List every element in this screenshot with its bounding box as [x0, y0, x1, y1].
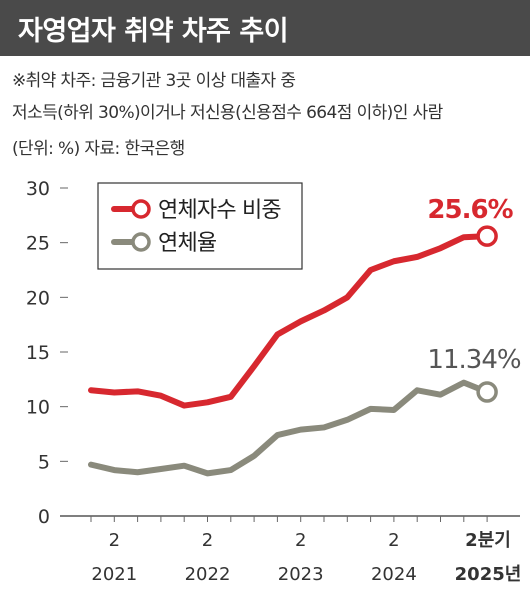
y-tick-label: 30 [26, 178, 50, 200]
series-end-marker-1 [476, 225, 498, 247]
x-tick-label-top: 2 [388, 530, 399, 551]
chart-title: 자영업자 취약 차주 추이 [18, 16, 289, 47]
series-line-2 [88, 379, 491, 477]
title-bar: 자영업자 취약 차주 추이 [0, 0, 530, 56]
y-tick-label: 15 [26, 342, 50, 364]
series-line-1 [88, 233, 491, 409]
x-tick-label-top: 2분기 [465, 530, 511, 551]
y-tick-label: 20 [26, 287, 50, 309]
x-tick-label-year: 2023 [278, 564, 324, 585]
legend-box [97, 182, 303, 270]
x-tick-label-year: 2022 [185, 564, 231, 585]
legend-swatch-marker-1 [131, 199, 151, 219]
note-unit-source: (단위: %) 자료: 한국은행 [12, 139, 185, 159]
end-label-series-1: 25.6% [427, 195, 513, 225]
x-tick-label-top: 2 [109, 530, 120, 551]
legend-label-2: 연체율 [158, 231, 217, 256]
x-tick-label-year: 2024 [371, 564, 417, 585]
x-tick-label-top: 2 [295, 530, 306, 551]
y-tick-label: 25 [26, 233, 50, 255]
x-tick-label-year: 2021 [91, 564, 137, 585]
end-label-series-2: 11.34% [427, 345, 520, 375]
x-tick-label-year: 2025년 [455, 564, 522, 585]
x-tick-label-top: 2 [202, 530, 213, 551]
y-tick-label: 0 [38, 506, 50, 528]
y-tick-label: 5 [38, 451, 50, 473]
legend-label-1: 연체자수 비중 [158, 198, 281, 223]
series-end-marker-2 [476, 381, 498, 403]
note-definition: ※취약 차주: 금융기관 3곳 이상 대출자 중 [12, 71, 296, 91]
legend-swatch-marker-2 [131, 232, 151, 252]
note-criteria: 저소득(하위 30%)이거나 저신용(신용점수 664점 이하)인 사람 [12, 103, 443, 123]
y-tick-label: 10 [26, 397, 50, 419]
